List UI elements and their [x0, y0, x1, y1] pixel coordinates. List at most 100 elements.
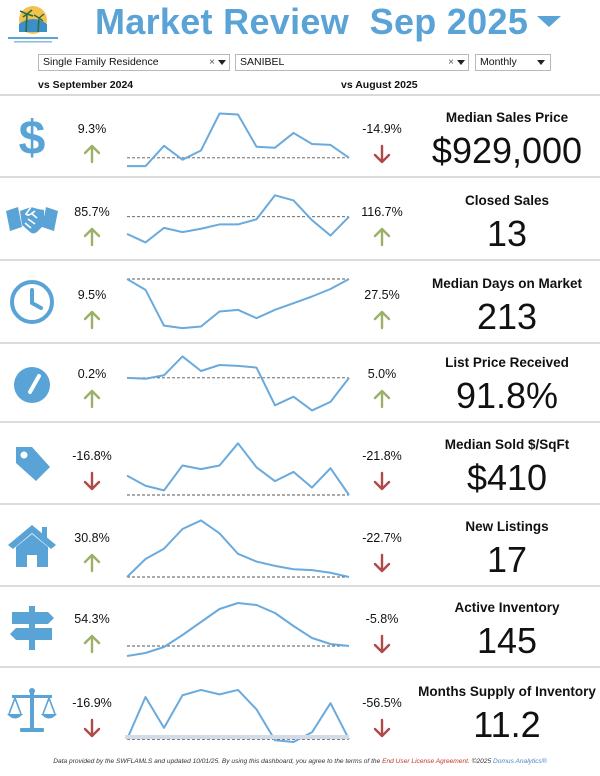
- metric-row-new-listings: 30.8% -22.7% New Listings 17: [0, 505, 600, 587]
- chevron-down-icon[interactable]: [218, 60, 226, 65]
- property-type-select[interactable]: Single Family Residence ×: [38, 54, 230, 71]
- trend-sparkline: [126, 442, 350, 496]
- metric-label: Median Sold $/SqFt: [444, 437, 570, 452]
- arrow-down-icon: [373, 634, 391, 654]
- arrow-down-icon: [373, 471, 391, 491]
- trend-sparkline: [126, 355, 350, 412]
- chevron-down-icon[interactable]: [537, 60, 545, 65]
- chart-scrollbar[interactable]: [125, 735, 349, 739]
- yoy-arrow-icon: [83, 310, 101, 330]
- price-tag-icon: [16, 447, 50, 481]
- metric-value: $410: [466, 457, 548, 498]
- metric-row-closed-sales: 85.7% 116.7% Closed Sales 13: [0, 179, 600, 261]
- metric-value: 13: [486, 213, 528, 254]
- arrow-down-icon: [373, 553, 391, 573]
- metric-value: 145: [476, 620, 538, 661]
- frequency-value: Monthly: [480, 56, 517, 68]
- column-header-yoy: vs September 2024: [38, 79, 134, 91]
- trend-line: [126, 194, 350, 244]
- divider: [0, 666, 600, 668]
- area-select[interactable]: SANIBEL ×: [235, 54, 469, 71]
- mom-change: -21.8%: [362, 449, 402, 463]
- mom-change: -22.7%: [362, 531, 402, 545]
- yoy-arrow-icon: [83, 144, 101, 164]
- arrow-up-icon: [373, 310, 391, 330]
- divider: [0, 259, 600, 261]
- mom-arrow-icon: [373, 553, 391, 573]
- arrow-up-icon: [373, 227, 391, 247]
- arrow-up-icon: [83, 634, 101, 654]
- yoy-change: 54.3%: [74, 612, 110, 626]
- metric-label: Closed Sales: [464, 193, 550, 208]
- yoy-change: 9.5%: [77, 288, 107, 302]
- mom-arrow-icon: [373, 634, 391, 654]
- arrow-up-icon: [83, 553, 101, 573]
- yoy-arrow-icon: [83, 227, 101, 247]
- arrow-up-icon: [373, 389, 391, 409]
- dollar-icon: $: [19, 112, 46, 162]
- divider: [0, 585, 600, 587]
- trend-line: [127, 112, 350, 168]
- house-icon: [8, 525, 56, 567]
- trend-line: [126, 278, 350, 330]
- metric-label: New Listings: [465, 519, 549, 534]
- trend-sparkline: [127, 112, 350, 168]
- frequency-select[interactable]: Monthly: [475, 54, 551, 71]
- metric-label: List Price Received: [445, 355, 569, 370]
- mom-change: -5.8%: [365, 612, 399, 626]
- arrow-down-icon: [83, 471, 101, 491]
- divider: [0, 342, 600, 344]
- footer-copyright: ©2025: [469, 758, 493, 765]
- period-dropdown-caret-icon[interactable]: [537, 16, 561, 27]
- yoy-arrow-icon: [83, 718, 101, 738]
- trend-sparkline: [126, 519, 350, 578]
- brokerage-logo: [8, 6, 58, 43]
- metric-value: 17: [486, 539, 528, 580]
- clear-area-icon[interactable]: ×: [448, 57, 454, 68]
- trend-line: [126, 519, 350, 578]
- mom-change: 5.0%: [367, 367, 397, 381]
- yoy-change: -16.9%: [72, 696, 112, 710]
- mom-change: -14.9%: [362, 122, 402, 136]
- mom-arrow-icon: [373, 310, 391, 330]
- divider: [0, 94, 600, 96]
- arrow-up-icon: [83, 227, 101, 247]
- divider: [0, 176, 600, 178]
- metric-value: 91.8%: [455, 375, 559, 416]
- arrow-up-icon: [83, 144, 101, 164]
- title-period: Sep 2025: [369, 1, 529, 42]
- svg-text:$: $: [19, 112, 46, 162]
- eula-link[interactable]: End User License Agreement.: [382, 758, 470, 765]
- yoy-arrow-icon: [83, 634, 101, 654]
- brand-link[interactable]: Domus Analytics®: [493, 758, 547, 765]
- clear-property-type-icon[interactable]: ×: [209, 57, 215, 68]
- header: Market Review Sep 2025: [0, 0, 600, 50]
- arrow-down-icon: [373, 718, 391, 738]
- metric-label: Median Days on Market: [431, 276, 583, 291]
- page-title: Market Review Sep 2025: [95, 1, 528, 43]
- clock-icon: [10, 280, 54, 324]
- yoy-arrow-icon: [83, 389, 101, 409]
- area-value: SANIBEL: [240, 56, 285, 68]
- trend-line: [126, 442, 350, 496]
- metric-value: 213: [476, 296, 538, 337]
- footer-text: Data provided by the SWFLAMLS and update…: [53, 758, 383, 765]
- gauge-icon: [14, 367, 50, 403]
- yoy-change: 30.8%: [74, 531, 110, 545]
- metric-label: Months Supply of Inventory: [418, 684, 596, 699]
- mom-arrow-icon: [373, 144, 391, 164]
- mom-change: 116.7%: [361, 205, 403, 219]
- chevron-down-icon[interactable]: [457, 60, 465, 65]
- mom-arrow-icon: [373, 718, 391, 738]
- mom-arrow-icon: [373, 471, 391, 491]
- arrow-down-icon: [373, 144, 391, 164]
- metric-row-months-supply: -16.9% -56.5% Months Supply of Inventory…: [0, 670, 600, 752]
- signpost-icon: [10, 606, 54, 650]
- metric-value: $929,000: [431, 130, 583, 171]
- arrow-down-icon: [83, 718, 101, 738]
- metric-row-days-on-market: 9.5% 27.5% Median Days on Market 213: [0, 262, 600, 344]
- trend-sparkline: [126, 194, 350, 244]
- metric-row-median-sales-price: $ 9.3% -14.9% Median Sales Price $929,00…: [0, 96, 600, 178]
- metric-label: Median Sales Price: [445, 110, 569, 125]
- mom-change: -56.5%: [362, 696, 402, 710]
